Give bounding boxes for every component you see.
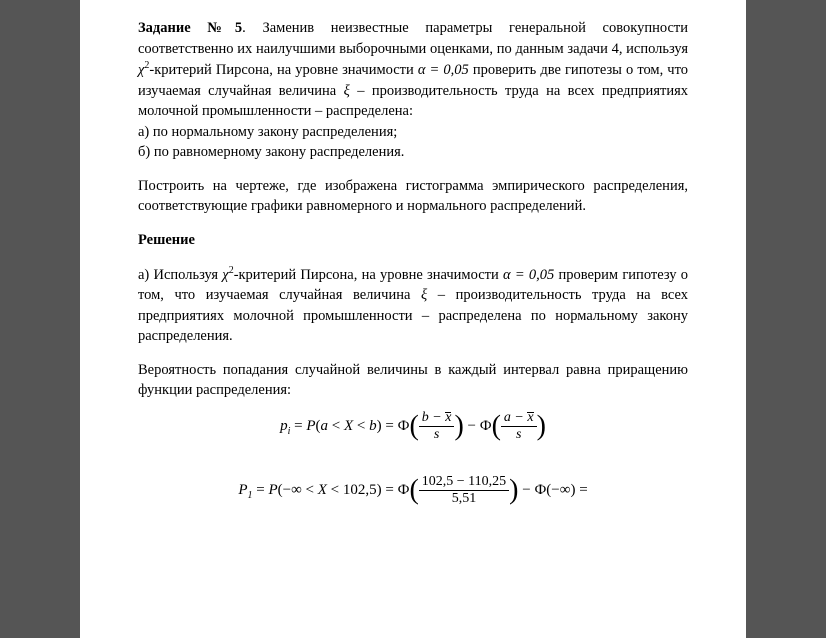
f2-eq: =: [253, 482, 269, 498]
f2-tail: − Ф(−∞) =: [519, 482, 588, 498]
f2-range-mid: < 102,5) =: [327, 482, 398, 498]
f1-eq2: =: [382, 418, 398, 434]
f1-Phi2: Ф: [480, 418, 492, 434]
alpha-expr-2: α = 0,05: [503, 266, 554, 282]
sol-a-2: -критерий Пирсона, на уровне значимости: [234, 266, 503, 282]
close-paren-icon: ): [537, 410, 546, 441]
f1-X: X: [344, 418, 353, 434]
f2-Pfunc: P: [268, 482, 277, 498]
alpha-expr: α = 0,05: [418, 62, 469, 78]
f1-a: a: [321, 418, 329, 434]
spacer: [138, 347, 688, 360]
open-paren-icon: (: [492, 410, 501, 441]
intro-text-2: -критерий Пирсона, на уровне значимости: [149, 62, 417, 78]
f2-den: 5,51: [419, 491, 509, 506]
spacer: [138, 217, 688, 230]
item-b: б) по равномерному закону распределения.: [138, 142, 688, 163]
histogram-para: Построить на чертеже, где изображена гис…: [138, 176, 688, 217]
f1-num1-b: b −: [422, 410, 445, 425]
spacer: [138, 163, 688, 176]
open-paren-icon: (: [409, 474, 418, 505]
f2-P1: P: [238, 482, 247, 498]
f1-frac1: b − xs: [419, 411, 455, 442]
f1-den2: s: [501, 427, 537, 442]
f2-num: 102,5 − 110,25: [419, 475, 509, 491]
formula-1: pi = P(a < X < b) = Ф(b − xs) − Ф(a − xs…: [138, 411, 688, 442]
f1-lt2: <: [353, 418, 369, 434]
f1-p: p: [280, 418, 288, 434]
f2-X: X: [318, 482, 327, 498]
sol-a-1: а) Используя: [138, 266, 222, 282]
item-a: а) по нормальному закону распределения;: [138, 122, 688, 143]
task-label: Задание №5: [138, 20, 242, 36]
f1-lt1: <: [328, 418, 344, 434]
solution-a-paragraph: а) Используя χ2-критерий Пирсона, на уро…: [138, 264, 688, 347]
xbar-icon: x: [527, 411, 533, 425]
formula-2: P1 = P(−∞ < X < 102,5) = Ф(102,5 − 110,2…: [138, 475, 688, 506]
f1-num2-a: a −: [504, 410, 527, 425]
f2-range-open: (−∞ <: [278, 482, 318, 498]
f1-Phi1: Ф: [398, 418, 410, 434]
open-paren-icon: (: [409, 410, 418, 441]
close-paren-icon: ): [454, 410, 463, 441]
spacer: [138, 452, 688, 465]
xbar-icon: x: [445, 411, 451, 425]
close-paren-icon: ): [509, 474, 518, 505]
f1-den1: s: [419, 427, 455, 442]
f1-b: b: [369, 418, 377, 434]
f1-minus: −: [464, 418, 480, 434]
f2-frac: 102,5 − 110,255,51: [419, 475, 509, 506]
solution-header: Решение: [138, 230, 688, 251]
probability-paragraph: Вероятность попадания случайной величины…: [138, 360, 688, 401]
f1-eq: =: [290, 418, 306, 434]
f1-P: P: [306, 418, 315, 434]
spacer: [138, 251, 688, 264]
task-intro-paragraph: Задание №5. Заменив неизвестные параметр…: [138, 18, 688, 122]
f2-Phi: Ф: [398, 482, 410, 498]
f1-frac2: a − xs: [501, 411, 537, 442]
document-page: Задание №5. Заменив неизвестные параметр…: [80, 0, 746, 638]
